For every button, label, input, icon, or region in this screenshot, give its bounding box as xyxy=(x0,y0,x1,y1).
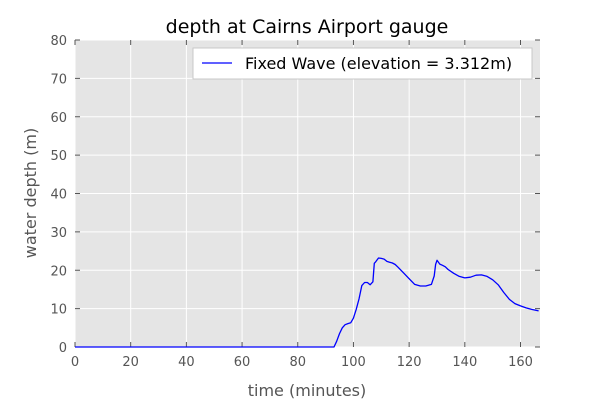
x-tick-label: 80 xyxy=(289,355,306,370)
legend-box xyxy=(192,47,533,80)
y-tick-label: 30 xyxy=(50,226,67,241)
series-lines xyxy=(75,257,539,348)
y-axis-label: water depth (m) xyxy=(21,128,40,258)
series-line xyxy=(75,257,539,348)
x-tick-label: 160 xyxy=(508,355,533,370)
y-tick-label: 40 xyxy=(50,188,67,203)
y-tick-label: 80 xyxy=(50,34,67,49)
x-tick-label: 40 xyxy=(178,355,195,370)
chart-title: depth at Cairns Airport gauge xyxy=(166,16,449,38)
y-tick-label: 10 xyxy=(50,303,67,318)
x-tick-label: 20 xyxy=(122,355,139,370)
x-tick-label: 60 xyxy=(234,355,251,370)
y-tick-label: 20 xyxy=(50,264,67,279)
x-tick-label: 0 xyxy=(71,355,79,370)
x-axis-label: time (minutes) xyxy=(248,381,366,400)
axis-ticks: 0 20 40 60 80 100 120 140 160 0 10 20 30 40 50 60 70 80 xyxy=(50,34,540,370)
x-tick-label: 100 xyxy=(341,355,366,370)
x-tick-label: 140 xyxy=(452,355,477,370)
y-tick-label: 0 xyxy=(59,341,67,356)
x-tick-label: 120 xyxy=(397,355,422,370)
legend-label: Fixed Wave (elevation = 3.312m) xyxy=(245,54,512,73)
y-tick-label: 70 xyxy=(50,72,67,87)
y-tick-label: 60 xyxy=(50,111,67,126)
y-tick-label: 50 xyxy=(50,149,67,164)
legend: Fixed Wave (elevation = 3.312m) xyxy=(192,47,533,80)
